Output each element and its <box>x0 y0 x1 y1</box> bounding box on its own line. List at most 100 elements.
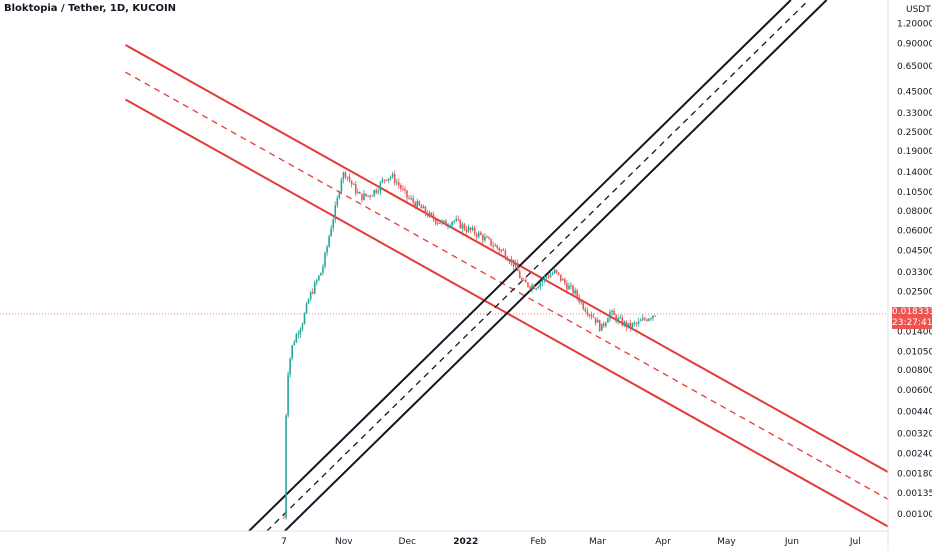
candle-body <box>644 318 646 320</box>
candle-body <box>320 272 322 276</box>
candle-body <box>467 227 470 232</box>
candle-body <box>529 286 531 289</box>
candle-body <box>432 215 435 220</box>
candle-body <box>291 345 293 359</box>
candle-body <box>580 301 583 303</box>
candle-body <box>615 315 617 322</box>
candle-body <box>359 192 361 194</box>
candle-body <box>305 303 308 314</box>
candle-body <box>311 292 314 294</box>
candle-body <box>459 219 462 229</box>
candle-body <box>379 182 382 192</box>
candle-body <box>340 179 343 192</box>
candle-body <box>582 301 585 309</box>
candle-body <box>461 224 464 229</box>
candle-body <box>406 190 408 198</box>
candle-body <box>496 245 498 248</box>
candle-body <box>506 258 509 261</box>
time-tick-label: 2022 <box>453 537 478 547</box>
candle-body <box>574 290 576 294</box>
candle-body <box>508 260 511 263</box>
candle-body <box>586 311 589 315</box>
candle-body <box>402 188 404 190</box>
candle-body <box>297 334 300 336</box>
candle-body <box>627 322 630 328</box>
candle-body <box>307 299 310 304</box>
candle-body <box>283 517 285 519</box>
time-tick-label: Jul <box>849 537 861 547</box>
candle-body <box>633 322 636 324</box>
candle-body <box>400 185 402 189</box>
candle-body <box>352 183 355 185</box>
candle-body <box>494 245 496 247</box>
channels-layer <box>124 0 889 532</box>
candle-body <box>652 315 654 319</box>
candle-body <box>545 276 548 278</box>
candle-body <box>598 320 601 331</box>
candle-body <box>430 212 433 216</box>
candle-body <box>490 238 492 246</box>
candle-body <box>293 342 296 346</box>
candle-body <box>637 321 640 324</box>
candle-body <box>572 285 574 294</box>
candle-body <box>385 179 388 181</box>
candle-body <box>549 274 552 278</box>
candle-body <box>389 176 392 179</box>
candle-body <box>465 229 468 232</box>
candle-body <box>369 195 371 197</box>
candle-body <box>609 312 611 319</box>
black-channel-boundary-line <box>284 0 828 532</box>
candle-body <box>629 322 632 328</box>
candle-body <box>289 358 291 375</box>
candle-body <box>635 322 638 324</box>
candle-body <box>346 176 349 178</box>
red-channel-median-line <box>125 71 889 500</box>
candle-body <box>328 236 330 247</box>
candle-body <box>611 310 613 313</box>
last-price-tag: 0.018333 23:27:41 <box>892 307 932 329</box>
candle-body <box>590 314 593 317</box>
candle-body <box>322 266 324 273</box>
candle-body <box>543 276 546 281</box>
candle-body <box>334 205 337 220</box>
time-tick-label: Jun <box>784 537 799 547</box>
candle-body <box>605 322 607 326</box>
candle-body <box>391 173 394 177</box>
candle-body <box>523 280 525 282</box>
candle-body <box>338 191 341 198</box>
candle-body <box>447 225 449 227</box>
candle-body <box>439 222 441 224</box>
candle-body <box>422 206 425 209</box>
candle-body <box>492 245 494 247</box>
candle-body <box>504 250 507 259</box>
time-tick-label: Dec <box>399 537 416 547</box>
candle-body <box>373 189 375 196</box>
chart-title: Bloktopia / Tether, 1D, KUCOIN <box>4 3 177 14</box>
candle-body <box>535 288 537 290</box>
candle-body <box>414 202 416 208</box>
candle-body <box>318 275 320 281</box>
candle-body <box>646 319 648 321</box>
candle-body <box>592 316 595 318</box>
candle-body <box>324 252 326 267</box>
candle-body <box>412 198 414 203</box>
candle-body <box>596 320 599 323</box>
candle-body <box>603 323 605 326</box>
candle-body <box>553 269 556 274</box>
time-axis[interactable]: 7 Nov Dec 2022 Feb Mar Apr May Jun Jul <box>281 537 861 547</box>
candle-body <box>428 212 431 217</box>
candle-body <box>371 195 373 197</box>
black-channel-median-line <box>266 0 810 532</box>
candle-body <box>555 269 558 273</box>
candle-body <box>557 272 560 275</box>
candle-body <box>619 317 621 319</box>
candle-body <box>316 280 318 283</box>
candle-body <box>418 201 421 206</box>
